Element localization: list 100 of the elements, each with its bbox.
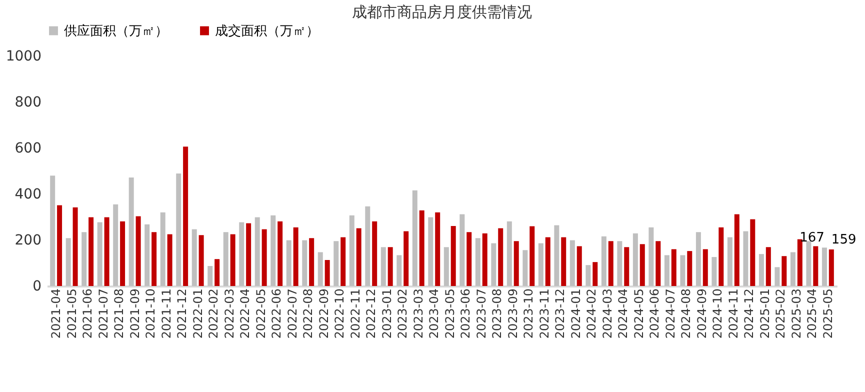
x-tick-label: 2024-07: [663, 288, 678, 339]
bar: [758, 254, 764, 286]
bar: [324, 260, 330, 286]
x-tick-label: 2024-08: [679, 288, 694, 339]
x-tick-label: 2023-10: [522, 288, 536, 339]
x-tick-label: 2025-04: [805, 288, 820, 339]
bar: [482, 233, 488, 286]
bar: [286, 240, 292, 286]
y-tick-label: 200: [14, 232, 42, 248]
bar: [790, 252, 796, 286]
bar: [561, 237, 566, 286]
bar: [450, 226, 456, 286]
bar: [680, 255, 686, 286]
x-tick-label: 2021-06: [80, 288, 95, 339]
bar: [57, 205, 62, 286]
x-tick-label: 2022-02: [206, 288, 221, 339]
x-tick-label: 2025-05: [820, 288, 835, 339]
bar: [530, 226, 535, 286]
bar: [712, 257, 717, 286]
bar: [183, 146, 188, 286]
bar: [278, 221, 283, 286]
bar: [128, 177, 134, 286]
bar: [318, 252, 323, 286]
x-tick-label: 2024-01: [568, 288, 583, 339]
x-tick-label: 2023-04: [427, 288, 442, 339]
bar: [475, 238, 480, 286]
bar: [214, 259, 220, 286]
bar: [97, 222, 102, 286]
bar: [601, 236, 606, 286]
x-tick-label: 2023-12: [553, 288, 568, 339]
bar: [727, 237, 732, 286]
bar: [419, 210, 424, 286]
x-tick-label: 2021-12: [175, 288, 190, 339]
x-tick-label: 2022-07: [285, 288, 300, 339]
x-tick-label: 2024-10: [710, 288, 725, 339]
bar: [388, 247, 393, 286]
bar: [696, 232, 701, 286]
x-tick-label: 2023-06: [458, 288, 473, 339]
x-tick-label: 2022-08: [301, 288, 316, 339]
bar: [554, 225, 560, 286]
bar: [632, 233, 638, 286]
x-tick-label: 2024-04: [616, 288, 630, 339]
x-tick-label: 2022-10: [332, 288, 347, 339]
bar: [782, 256, 787, 286]
bar: [144, 224, 150, 286]
x-tick-label: 2024-02: [584, 288, 599, 339]
bar: [365, 206, 370, 286]
x-tick-label: 2021-08: [112, 288, 126, 339]
x-tick-label: 2025-02: [774, 288, 788, 339]
bar: [538, 243, 544, 286]
bar: [246, 223, 252, 286]
x-tick-label: 2023-08: [490, 288, 504, 339]
legend-label: 供应面积（万㎡）: [64, 22, 168, 39]
bar: [624, 247, 630, 286]
data-label: 159: [831, 232, 856, 248]
x-tick-label: 2023-05: [442, 288, 457, 339]
bar: [466, 232, 472, 286]
bar: [160, 212, 166, 286]
bar: [396, 255, 402, 286]
bar: [302, 240, 308, 286]
x-tick-label: 2024-03: [600, 288, 614, 339]
bar: [152, 232, 157, 286]
bar: [435, 212, 440, 286]
bar: [444, 247, 449, 286]
x-tick-label: 2023-01: [380, 288, 394, 339]
x-tick-label: 2024-06: [648, 288, 662, 339]
bar: [498, 228, 504, 286]
x-tick-label: 2022-09: [316, 288, 331, 339]
x-tick-label: 2023-02: [396, 288, 410, 339]
x-tick-label: 2023-03: [411, 288, 426, 339]
bar: [372, 221, 378, 286]
x-tick-label: 2021-11: [159, 288, 174, 339]
bar: [570, 240, 575, 286]
x-tick-label: 2022-05: [254, 288, 268, 339]
bar: [734, 214, 740, 286]
bar: [743, 231, 748, 286]
bar: [120, 221, 126, 286]
bar: [640, 244, 645, 286]
y-tick-label: 1000: [6, 48, 42, 64]
bar: [428, 217, 434, 286]
x-tick-label: 2024-09: [694, 288, 709, 339]
x-tick-label: 2023-09: [506, 288, 520, 339]
bar: [648, 227, 654, 286]
bar: [702, 249, 708, 286]
x-tick-label: 2021-10: [144, 288, 158, 339]
bar: [223, 232, 228, 286]
x-tick-label: 2021-09: [128, 288, 142, 339]
x-tick-label: 2023-11: [537, 288, 552, 339]
y-tick-label: 600: [14, 140, 42, 156]
bar: [766, 247, 771, 286]
bar: [806, 241, 812, 286]
bar: [254, 217, 260, 286]
x-tick-label: 2021-05: [64, 288, 79, 339]
bar: [198, 235, 204, 286]
bar: [608, 241, 614, 286]
bar: [491, 243, 496, 286]
bar: [340, 237, 346, 286]
bar: [192, 229, 197, 286]
x-tick-label: 2024-05: [632, 288, 646, 339]
x-tick-label: 2021-07: [96, 288, 110, 339]
